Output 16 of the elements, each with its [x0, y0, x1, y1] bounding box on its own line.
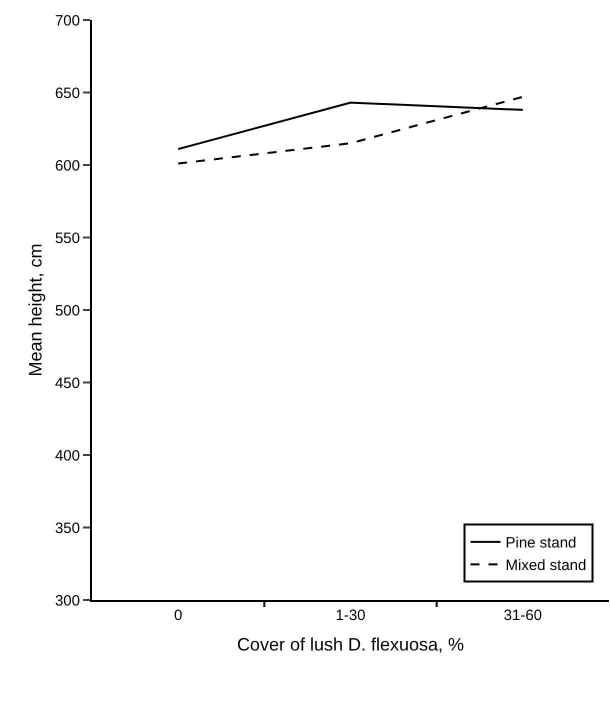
- x-tick-label: 0: [174, 607, 182, 624]
- y-tick-label: 600: [54, 157, 80, 174]
- y-tick-label: 350: [54, 520, 80, 537]
- y-tick-label: 300: [54, 592, 80, 610]
- x-tick-label: 31-60: [504, 607, 542, 624]
- y-tick-label: 450: [54, 374, 80, 392]
- y-tick-label: 500: [54, 302, 80, 320]
- y-tick-label: 700: [54, 12, 80, 30]
- legend-label: Mixed stand: [505, 557, 586, 574]
- y-tick-label: 650: [54, 84, 80, 102]
- legend-label: Pine stand: [505, 534, 576, 552]
- y-tick-label: 400: [54, 447, 80, 464]
- x-tick-label: 1-30: [335, 607, 366, 624]
- x-axis-title: Cover of lush D. flexuosa, %: [236, 634, 464, 655]
- y-tick-label: 550: [54, 230, 80, 247]
- y-axis-title: Mean height, cm: [26, 243, 46, 377]
